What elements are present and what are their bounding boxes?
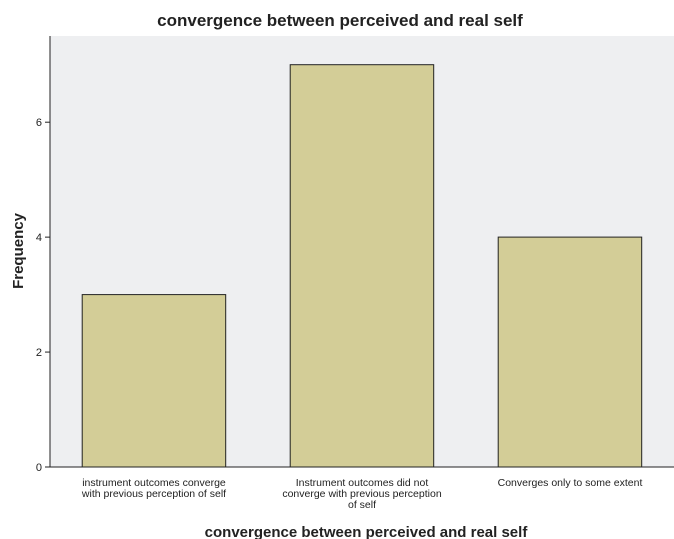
x-tick-label-2: Instrument outcomes did not converge with…: [282, 477, 442, 511]
x-tick-label-line: instrument outcomes converge: [82, 477, 226, 489]
x-axis-title: convergence between perceived and real s…: [205, 524, 529, 539]
x-tick-label-line: with previous perception of self: [81, 488, 226, 500]
y-tick-label: 6: [36, 117, 42, 129]
y-tick-label: 4: [36, 232, 42, 244]
x-category-labels: instrument outcomes converge with previou…: [81, 477, 643, 511]
bar-1: [81, 294, 227, 468]
y-tick-label: 2: [36, 347, 42, 359]
x-tick-label-line: Converges only to some extent: [498, 477, 643, 489]
x-tick-label-line: of self: [348, 499, 376, 511]
bars: [81, 64, 643, 468]
bar-2: [289, 64, 435, 468]
y-tick-label: 0: [36, 462, 42, 474]
y-ticks: 0 2 4 6: [36, 117, 50, 474]
x-tick-label-3: Converges only to some extent: [498, 477, 643, 489]
bar-3: [497, 236, 643, 468]
x-tick-label-line: converge with previous perception: [282, 488, 442, 500]
chart-title: convergence between perceived and real s…: [157, 11, 523, 30]
x-tick-label-1: instrument outcomes converge with previou…: [81, 477, 226, 500]
x-tick-label-line: Instrument outcomes did not: [296, 477, 429, 489]
y-axis-title: Frequency: [10, 212, 27, 289]
